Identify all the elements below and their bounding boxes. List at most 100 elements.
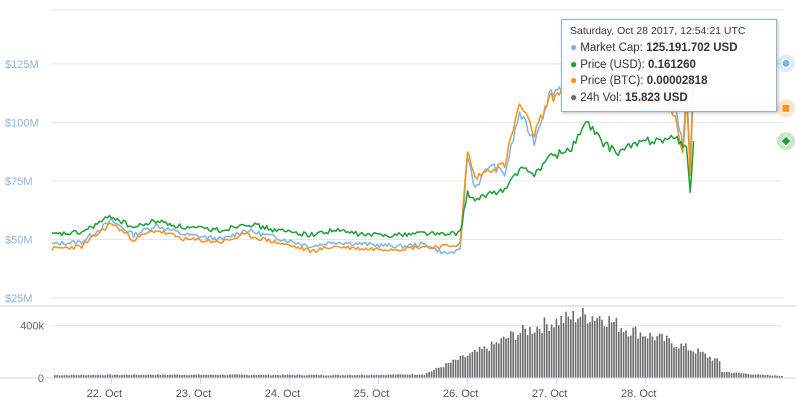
volume-bar <box>337 374 339 378</box>
volume-bar <box>656 336 658 378</box>
volume-bar <box>320 374 322 378</box>
volume-bar <box>382 374 385 378</box>
tooltip-label: 24h Vol: <box>580 91 622 104</box>
volume-bar <box>615 317 618 378</box>
volume-bar <box>126 374 128 378</box>
volume-bar <box>375 374 378 378</box>
volume-bar <box>486 348 488 378</box>
volume-bar <box>301 375 303 378</box>
volume-bar <box>111 375 114 378</box>
volume-bar <box>526 335 529 378</box>
volume-bar <box>202 374 205 378</box>
volume-bar <box>423 374 426 378</box>
volume-bar <box>332 375 334 378</box>
volume-bar <box>224 375 226 378</box>
volume-bar <box>253 375 255 378</box>
volume-bar <box>212 374 214 378</box>
y-axis-labels: $25M $50M $75M $100M $125M 0 400k <box>5 59 44 385</box>
volume-bar <box>618 331 620 378</box>
volume-bar <box>409 374 411 378</box>
volume-bar <box>210 374 212 378</box>
volume-bar <box>502 336 505 378</box>
volume-bar <box>56 375 58 378</box>
volume-bar <box>733 372 735 378</box>
volume-bar <box>418 374 421 378</box>
volume-bar <box>286 374 289 378</box>
volume-bar <box>469 353 471 378</box>
volume-bar <box>534 332 536 378</box>
grid-lines <box>0 9 796 307</box>
volume-bar <box>584 314 586 378</box>
volume-bar <box>574 322 577 378</box>
volume-bar <box>159 374 162 378</box>
volume-bar <box>718 361 721 378</box>
volume-bar <box>639 332 642 378</box>
volume-bar <box>531 333 534 378</box>
volume-bar <box>327 375 330 378</box>
volume-bar <box>546 323 548 378</box>
volume-bar <box>306 375 308 378</box>
volume-bar <box>519 332 522 378</box>
volume-bar <box>776 375 778 378</box>
volume-bar <box>73 374 75 378</box>
volume-bar <box>183 374 186 378</box>
volume-bar <box>392 374 394 378</box>
volume-bar <box>476 351 478 378</box>
volume-bar <box>150 374 152 378</box>
volume-bar <box>702 351 704 378</box>
volume-bar <box>217 375 219 378</box>
volume-bar <box>507 337 510 378</box>
volume-bar <box>142 374 145 378</box>
volume-bar <box>562 322 565 378</box>
volume-bar <box>459 355 462 378</box>
volume-bar <box>474 349 476 378</box>
volume-bar <box>666 335 668 378</box>
volume-bar <box>313 374 315 378</box>
volume-bar <box>570 319 572 378</box>
volume-bar <box>318 375 320 378</box>
volume-bar <box>716 358 718 378</box>
volume-bar <box>358 375 361 378</box>
volume-bar <box>85 375 87 378</box>
volume-bar <box>399 374 402 378</box>
x-tick-label: 22. Oct <box>87 388 122 400</box>
volume-bar <box>109 374 111 378</box>
volume-bar <box>193 374 195 378</box>
volume-bar <box>219 375 222 378</box>
volume-bar <box>692 351 694 378</box>
volume-bar <box>387 374 390 378</box>
volume-bar <box>80 374 82 378</box>
volume-bar <box>673 347 675 378</box>
volume-bar <box>181 375 183 378</box>
volume-bar <box>298 374 301 378</box>
volume-bar <box>622 332 625 378</box>
volume-bar <box>505 338 507 378</box>
volume-bar <box>529 326 531 378</box>
volume-bar <box>555 318 558 378</box>
volume-bar <box>728 372 730 378</box>
volume-bar <box>745 373 747 378</box>
volume-tick-label: 400k <box>20 321 44 333</box>
volume-bar <box>654 340 656 378</box>
volume-bar <box>262 374 265 378</box>
volume-bar <box>577 318 579 378</box>
volume-bar <box>68 375 70 378</box>
volume-bar <box>699 351 702 378</box>
volume-bar <box>121 374 123 378</box>
tooltip-row-market-cap: ● Market Cap: 125.191.702 USD <box>570 40 768 57</box>
volume-bar <box>740 373 742 378</box>
volume-bar <box>361 374 363 378</box>
volume-bar <box>754 374 757 378</box>
volume-bar <box>697 348 699 378</box>
y-tick-label: $100M <box>5 117 39 129</box>
volume-bar <box>438 367 440 378</box>
volume-bar <box>260 374 262 378</box>
volume-bar <box>721 371 723 378</box>
volume-bar <box>723 372 726 378</box>
volume-bar <box>586 323 589 378</box>
price-usd-marker <box>780 135 792 147</box>
volume-bar <box>284 375 286 378</box>
volume-bar <box>166 375 169 378</box>
volume-bar <box>711 360 714 378</box>
